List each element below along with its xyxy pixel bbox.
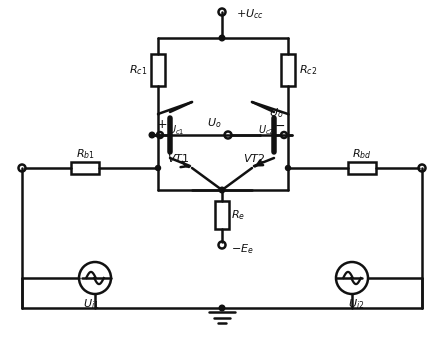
Text: $-$: $-$ <box>274 118 285 131</box>
Bar <box>71 162 99 174</box>
Text: $R_{b1}$: $R_{b1}$ <box>75 147 95 161</box>
Bar <box>215 201 229 229</box>
Text: $R_{c1}$: $R_{c1}$ <box>129 63 147 77</box>
Text: $R_{c2}$: $R_{c2}$ <box>299 63 317 77</box>
Circle shape <box>149 132 155 138</box>
Text: $R_{bd}$: $R_{bd}$ <box>352 147 372 161</box>
Text: $+U_{cc}$: $+U_{cc}$ <box>236 7 264 21</box>
Circle shape <box>218 241 226 248</box>
Text: $VT2$: $VT2$ <box>243 152 265 164</box>
Circle shape <box>219 35 225 41</box>
Text: $VT1$: $VT1$ <box>167 152 189 164</box>
Circle shape <box>419 165 425 172</box>
Text: $R_e$: $R_e$ <box>231 208 245 222</box>
Circle shape <box>219 187 225 193</box>
Circle shape <box>225 131 231 139</box>
Text: $+$: $+$ <box>156 118 168 131</box>
Bar <box>281 54 295 86</box>
Circle shape <box>219 305 225 311</box>
Circle shape <box>285 166 290 170</box>
Circle shape <box>336 262 368 294</box>
Text: $U_o$: $U_o$ <box>269 106 283 120</box>
Text: $U_{c2}$: $U_{c2}$ <box>258 123 274 137</box>
Circle shape <box>218 9 226 15</box>
Circle shape <box>19 165 25 172</box>
Circle shape <box>79 262 111 294</box>
Text: $-E_e$: $-E_e$ <box>230 242 254 256</box>
Text: $U_{c1}$: $U_{c1}$ <box>168 123 184 137</box>
Circle shape <box>157 132 163 138</box>
Text: $U_{i2}$: $U_{i2}$ <box>348 297 364 311</box>
Circle shape <box>281 132 287 138</box>
Bar <box>151 54 165 86</box>
Circle shape <box>155 166 160 170</box>
Bar <box>348 162 376 174</box>
Text: $U_{i1}$: $U_{i1}$ <box>83 297 99 311</box>
Text: $U_o$: $U_o$ <box>207 116 221 130</box>
